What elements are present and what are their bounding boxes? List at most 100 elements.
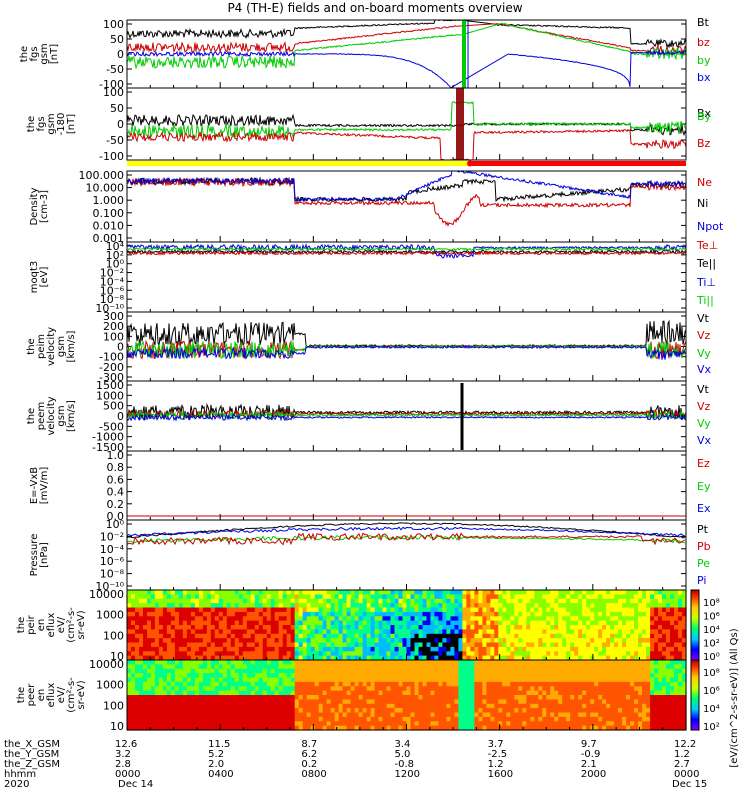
spec-cell [195,717,200,722]
spec-cell [387,647,392,652]
spec-cell [375,625,380,630]
spec-cell [263,721,268,726]
spec-cell [311,682,316,687]
spec-cell [339,691,344,696]
spec-cell [155,599,160,604]
spec-cell [590,699,595,704]
spec-cell [442,721,447,726]
spec-cell [438,647,443,652]
spec-cell [518,669,523,674]
spec-cell [331,669,336,674]
colorbar-tick-1-0: 10⁸ [703,668,720,679]
spec-cell [399,594,404,599]
spec-cell [438,594,443,599]
spec-cell [518,647,523,652]
spec-cell [311,704,316,709]
spec-cell [534,664,539,669]
spec-cell [434,638,439,643]
spec-cell [395,616,400,621]
spec-cell [506,651,511,656]
spec-cell [415,590,420,595]
spec-cell [163,594,168,599]
spec-cell [199,682,204,687]
spec-cell [227,695,232,700]
spec-cell [215,678,220,683]
spec-cell [395,647,400,652]
spec-cell [239,686,244,691]
spec-cell [434,608,439,613]
spec-cell [339,686,344,691]
spec-cell [135,686,140,691]
spec-cell [658,721,663,726]
spec-cell [243,673,248,678]
spec-cell [135,603,140,608]
spec-cell [371,621,376,626]
spec-cell [211,717,216,722]
spec-cell [590,643,595,648]
spec-cell [570,621,575,626]
spec-cell [434,651,439,656]
spec-cell [275,590,280,595]
spec-cell [367,699,372,704]
spec-cell [183,643,188,648]
spec-cell [482,603,487,608]
spec-cell [510,717,515,722]
spec-cell [203,621,208,626]
spec-cell [438,634,443,639]
spec-cell [163,721,168,726]
spec-cell [415,612,420,617]
ytick-label-density-0: 100.000 [79,169,125,182]
spec-cell [303,616,308,621]
spec-cell [634,651,639,656]
spec-cell [287,686,292,691]
spec-cell [403,599,408,604]
spec-cell [442,660,447,665]
spec-cell [411,704,416,709]
spec-cell [450,664,455,669]
spec-cell [243,699,248,704]
spec-cell [155,686,160,691]
colorbar-tick-0-0: 10⁸ [703,598,720,609]
spec-cell [227,713,232,718]
spec-cell [442,682,447,687]
spec-cell [442,664,447,669]
spec-cell [387,708,392,713]
spec-cell [359,678,364,683]
spec-cell [187,625,192,630]
spec-cell [227,669,232,674]
spec-cell [295,717,300,722]
legend-moqt3-Ti⊥: Ti⊥ [696,276,716,289]
spec-cell [187,691,192,696]
spec-cell [634,721,639,726]
spec-cell [554,625,559,630]
spec-cell [630,686,635,691]
spec-cell [534,603,539,608]
spec-cell [211,647,216,652]
spec-cell [399,699,404,704]
spec-cell [534,717,539,722]
spec-cell [259,634,264,639]
spec-cell [227,704,232,709]
spec-cell [450,612,455,617]
spec-cell [502,616,507,621]
spec-cell [458,678,463,683]
spec-cell [315,673,320,678]
spec-cell [299,643,304,648]
spec-cell [582,629,587,634]
spec-cell [510,629,515,634]
spec-cell [159,673,164,678]
spec-cell [586,612,591,617]
spec-cell [131,682,136,687]
spec-cell [227,629,232,634]
spec-cell [427,695,432,700]
spec-cell [419,704,424,709]
spec-cell [578,704,583,709]
spec-cell [658,686,663,691]
spec-cell [538,669,543,674]
spec-cell [127,590,132,595]
spec-cell [199,643,204,648]
spec-cell [434,599,439,604]
spec-cell [454,691,459,696]
spec-cell [355,664,360,669]
spec-cell [219,713,224,718]
